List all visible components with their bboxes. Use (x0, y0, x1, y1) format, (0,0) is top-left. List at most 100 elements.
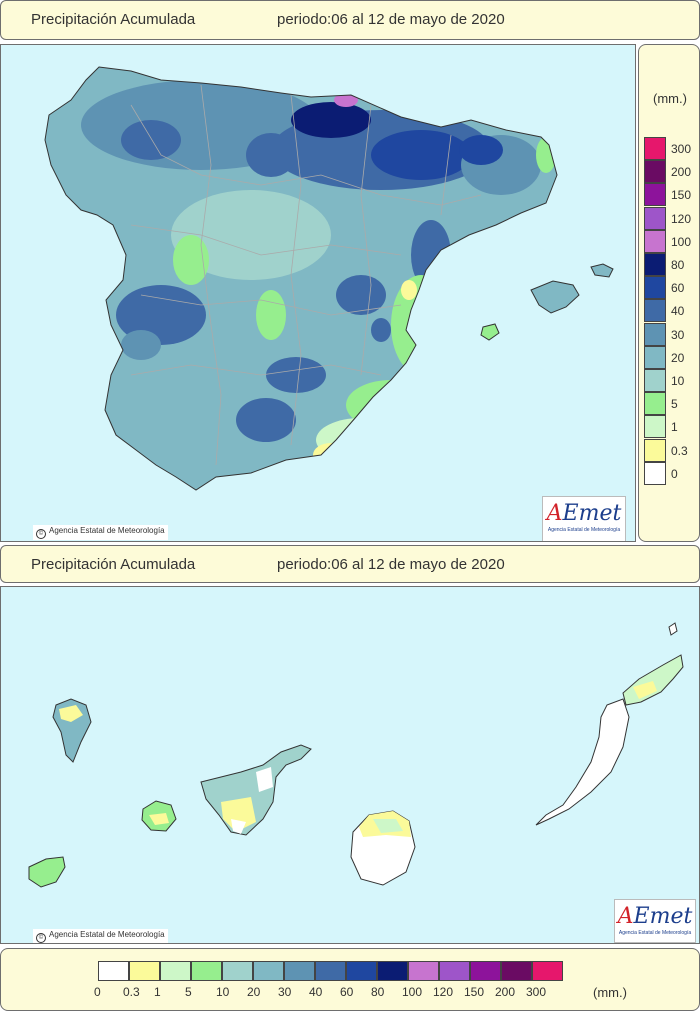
bottom-legend-label: 20 (247, 985, 261, 999)
bottom-legend-swatch (160, 961, 191, 981)
side-legend-swatch (644, 345, 666, 369)
side-legend-label: 120 (671, 211, 692, 226)
side-legend-label: 80 (671, 258, 685, 272)
side-legend-swatch (644, 183, 666, 207)
mallorca (530, 280, 580, 314)
bottom-legend-label: 80 (371, 985, 385, 999)
copyright-icon: © (36, 529, 46, 539)
bottom-legend-label: 300 (526, 985, 547, 999)
side-legend-swatch (644, 229, 666, 253)
logo-wordmark-top: AEmet (546, 501, 622, 526)
side-legend-label: 5 (671, 397, 678, 412)
bottom-legend: 0 0.3 1 5 10 20 30 40 60 80 100 120 150 200 300 (mm.) (0, 948, 700, 1011)
bottom-legend-label: 60 (340, 985, 354, 999)
top-map-period: periodo:06 al 12 de mayo de 2020 (277, 11, 505, 28)
lanzarote-dry (633, 681, 657, 699)
el-hierro (28, 856, 66, 888)
side-legend-label: 150 (671, 188, 692, 203)
tenerife-south-dry (231, 819, 246, 834)
side-legend-label: 0.3 (671, 443, 688, 458)
side-legend-swatch (644, 160, 666, 184)
side-legend-label: 1 (671, 420, 678, 435)
bottom-legend-swatch (377, 961, 408, 981)
side-legend-swatch (644, 369, 666, 392)
side-legend-swatch (644, 438, 666, 462)
graciosa (668, 622, 678, 636)
la-palma-dry (59, 705, 83, 722)
credit-text-bottom: Agencia Estatal de Meteorología (49, 930, 165, 939)
side-legend-swatch (644, 137, 666, 160)
side-legend-label: 10 (671, 374, 685, 388)
bottom-legend-label: 120 (433, 985, 454, 999)
bottom-legend-swatch (253, 961, 284, 981)
bottom-map-title: Precipitación Acumulada (31, 556, 196, 573)
fuerteventura (535, 698, 630, 826)
bottom-legend-swatch (222, 961, 253, 981)
bottom-map-period: periodo:06 al 12 de mayo de 2020 (277, 556, 505, 573)
side-legend-label: 60 (671, 281, 685, 296)
bottom-legend-label: 1 (154, 985, 161, 999)
peninsula-map: © Agencia Estatal de Meteorología AEmet A… (0, 44, 636, 542)
side-legend-label: 0 (671, 466, 678, 481)
credit-bottom: © Agencia Estatal de Meteorología (33, 929, 168, 943)
side-legend-swatch (644, 415, 666, 439)
side-legend-label: 40 (671, 304, 685, 319)
bottom-title-bar: Precipitación Acumulada periodo:06 al 12… (0, 545, 700, 583)
bottom-legend-swatch (346, 961, 377, 981)
top-title-bar: Precipitación Acumulada periodo:06 al 12… (0, 0, 700, 40)
side-legend-label: 20 (671, 350, 685, 365)
canary-map: © Agencia Estatal de Meteorología AEmet A… (0, 586, 700, 944)
tenerife (200, 744, 312, 836)
bottom-legend-label: 10 (216, 985, 230, 999)
peninsula-coastline (44, 66, 558, 491)
bottom-legend-swatch (532, 961, 563, 981)
bottom-legend-swatch (98, 961, 129, 981)
bottom-legend-label: 150 (464, 985, 485, 999)
logo-subtitle-bottom: Agencia Estatal de Meteorología (618, 930, 692, 936)
bottom-legend-label: 0 (94, 985, 101, 999)
lanzarote (622, 654, 684, 706)
bottom-legend-label: 5 (185, 985, 192, 999)
side-legend-swatch (644, 206, 666, 230)
side-legend-label: 30 (671, 327, 685, 342)
side-legend: (mm.) 0 0.3 1 5 10 20 30 40 60 80 100 120 150 200 300 (638, 44, 700, 542)
credit-text-top: Agencia Estatal de Meteorología (49, 526, 165, 535)
ibiza (480, 323, 500, 341)
gran-canaria-north-wet (373, 819, 403, 833)
tenerife-south (221, 797, 256, 832)
side-legend-label: 300 (671, 142, 692, 156)
legend-unit-side: (mm.) (653, 91, 687, 106)
tenerife-teide (256, 767, 273, 792)
bottom-legend-swatch (191, 961, 222, 981)
aemet-logo-top: AEmet Agencia Estatal de Meteorología (542, 496, 626, 541)
menorca (590, 263, 614, 278)
bottom-legend-swatch (315, 961, 346, 981)
bottom-legend-swatch (129, 961, 160, 981)
side-legend-swatch (644, 299, 666, 323)
logo-wordmark-bottom: AEmet (617, 904, 693, 929)
la-gomera-dry (149, 813, 169, 825)
bottom-legend-swatch (284, 961, 315, 981)
copyright-icon: © (36, 933, 46, 943)
top-map-title: Precipitación Acumulada (31, 11, 196, 28)
side-legend-label: 200 (671, 165, 692, 180)
bottom-legend-label: 200 (495, 985, 516, 999)
bottom-legend-swatch (470, 961, 501, 981)
bottom-legend-swatch (501, 961, 532, 981)
side-legend-swatch (644, 276, 666, 300)
side-legend-label: 100 (671, 234, 692, 249)
bottom-legend-label: 30 (278, 985, 292, 999)
side-legend-swatch (644, 461, 666, 485)
side-legend-swatch (644, 253, 666, 276)
peninsula-map-canvas (44, 66, 614, 491)
bottom-legend-label: 100 (402, 985, 423, 999)
bottom-legend-swatch (439, 961, 470, 981)
bottom-legend-label: 40 (309, 985, 323, 999)
logo-subtitle-top: Agencia Estatal de Meteorología (547, 527, 621, 533)
bottom-legend-swatch (408, 961, 439, 981)
side-legend-swatch (644, 392, 666, 416)
credit-top: © Agencia Estatal de Meteorología (33, 525, 168, 540)
province-borders (130, 84, 482, 466)
legend-unit-bottom: (mm.) (593, 985, 627, 1000)
bottom-legend-label: 0.3 (123, 985, 140, 999)
